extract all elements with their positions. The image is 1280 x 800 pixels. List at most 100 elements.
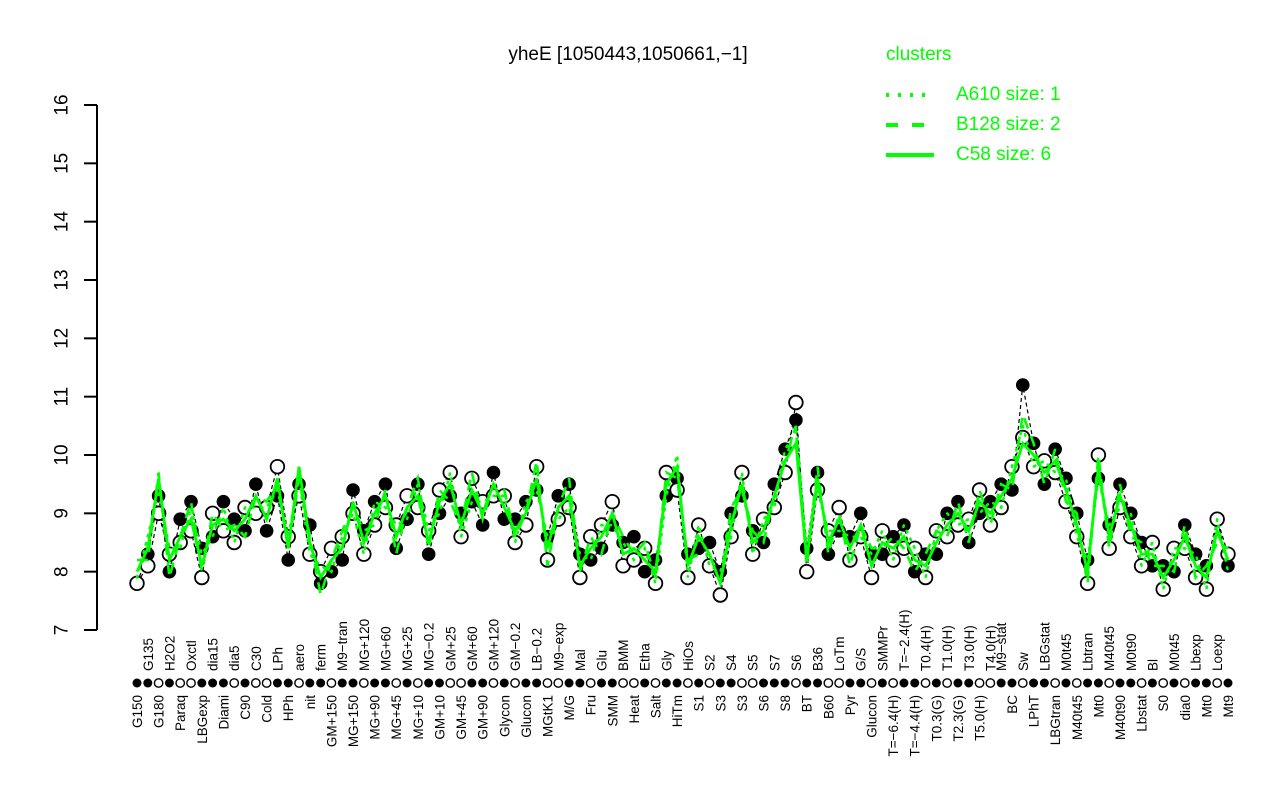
axis-dot-open (920, 678, 931, 688)
axis-dot-filled (434, 678, 444, 688)
axis-dot-open (737, 678, 747, 688)
axis-dot-filled (575, 678, 585, 688)
point-open (863, 569, 880, 586)
point-open (691, 517, 707, 533)
x-axis-label: MG+60 (378, 626, 393, 671)
axis-dot-filled (1126, 678, 1136, 688)
axis-dot-open (618, 678, 628, 688)
x-axis-label: GM+150 (324, 695, 339, 747)
x-axis-label: HPh (281, 695, 296, 721)
axis-dot-filled (402, 678, 412, 688)
x-axis-label: T0.3(G) (929, 695, 944, 742)
axis-dot-open (585, 678, 596, 688)
axis-dot-open (866, 678, 877, 688)
axis-dot-filled (240, 678, 250, 688)
axis-dot-open (358, 678, 369, 688)
point-filled (1037, 477, 1052, 491)
legend-line-sample-dotted (886, 93, 934, 97)
x-axis-label: Mt9 (1221, 695, 1236, 718)
y-axis-tick-label: 16 (52, 94, 73, 115)
axis-dot-filled (802, 678, 812, 688)
point-open (269, 458, 286, 475)
x-axis-label: SMMPr (875, 626, 890, 672)
x-axis-label: GM+10 (432, 695, 447, 740)
x-axis-label: Glucon (865, 695, 880, 738)
x-axis-label: M40t45 (1070, 695, 1085, 740)
x-axis-label: LBGexp (195, 695, 210, 744)
x-axis-label: GM+120 (486, 619, 501, 671)
x-axis-label: dia15 (206, 638, 221, 671)
point-filled (367, 494, 382, 509)
axis-dot-open (326, 678, 337, 688)
x-axis-label: MG+120 (357, 619, 372, 671)
axis-dot-open (1212, 678, 1223, 688)
x-axis-label: T4.0(H) (983, 625, 998, 671)
point-filled (216, 494, 231, 509)
point-filled (789, 413, 803, 427)
point-open (215, 523, 232, 539)
axis-dot-filled (596, 678, 606, 688)
x-axis-label: B60 (821, 695, 836, 719)
x-axis-label: MG+25 (400, 626, 415, 671)
axis-dot-filled (316, 678, 326, 688)
x-axis-label: LPhT (1027, 695, 1042, 727)
axis-dot-open (823, 678, 834, 688)
y-axis-tick-label: 10 (52, 444, 73, 465)
point-filled (659, 489, 674, 503)
point-filled (249, 477, 263, 491)
axis-dot-filled (1039, 678, 1049, 688)
point-filled (951, 494, 965, 509)
x-axis-label: M0t45 (1059, 633, 1074, 671)
point-filled (583, 553, 598, 567)
plot-title: yheE [1050443,1050661,−1] (508, 44, 748, 65)
x-axis-label: S2 (703, 654, 718, 671)
axis-dot-filled (996, 678, 1006, 688)
axis-dot-filled (305, 678, 315, 688)
axis-dot-filled (661, 678, 671, 688)
axis-dot-filled (672, 678, 682, 688)
axis-dot-filled (1083, 678, 1093, 688)
x-axis-label: Mt0 (1091, 695, 1106, 718)
x-axis-label: S6 (757, 695, 772, 712)
point-filled (378, 477, 393, 491)
point-filled (227, 512, 242, 526)
axis-dot-open (186, 678, 196, 688)
x-axis-label: S8 (778, 695, 793, 712)
axis-dot-filled (1007, 678, 1017, 688)
x-axis-label: BMM (616, 640, 631, 672)
x-axis-label: Heat (627, 695, 642, 724)
axis-dot-filled (1201, 678, 1211, 688)
axis-dot-filled (769, 678, 779, 688)
axis-dot-open (1136, 678, 1147, 688)
point-open (982, 517, 999, 533)
x-axis-label: Fru (584, 695, 599, 715)
y-axis-tick-label: 11 (52, 387, 73, 407)
x-axis-label: G150 (130, 695, 145, 728)
x-axis-label: Paraq (173, 695, 188, 731)
y-axis-tick-label: 13 (52, 269, 73, 290)
axis-dot-filled (931, 678, 941, 688)
x-axis-label: G/S (854, 648, 869, 671)
axis-dot-open (553, 678, 564, 688)
axis-dot-filled (640, 678, 650, 688)
axis-dot-filled (910, 678, 920, 688)
x-axis-label: Bl (1145, 659, 1160, 671)
point-filled (702, 535, 717, 550)
axis-dot-open (542, 678, 553, 688)
point-open (799, 563, 815, 580)
axis-dot-filled (845, 678, 855, 688)
point-open (971, 482, 988, 498)
x-axis-label: Mal (573, 649, 588, 671)
x-axis-label: GM+60 (465, 626, 480, 671)
x-axis-label: LBGtran (1048, 695, 1063, 745)
axis-dot-filled (132, 678, 142, 688)
x-axis-label: Pyr (843, 694, 858, 715)
x-axis-label: Diami (216, 695, 231, 730)
x-axis-label: Etha (638, 643, 653, 671)
x-axis-label: Lbexp (1189, 634, 1204, 671)
axis-dot-open (791, 678, 801, 688)
x-axis-label: T=−6.4(H) (886, 695, 901, 757)
x-axis-label: M/G (562, 695, 577, 721)
axis-dot-filled (1223, 678, 1233, 688)
